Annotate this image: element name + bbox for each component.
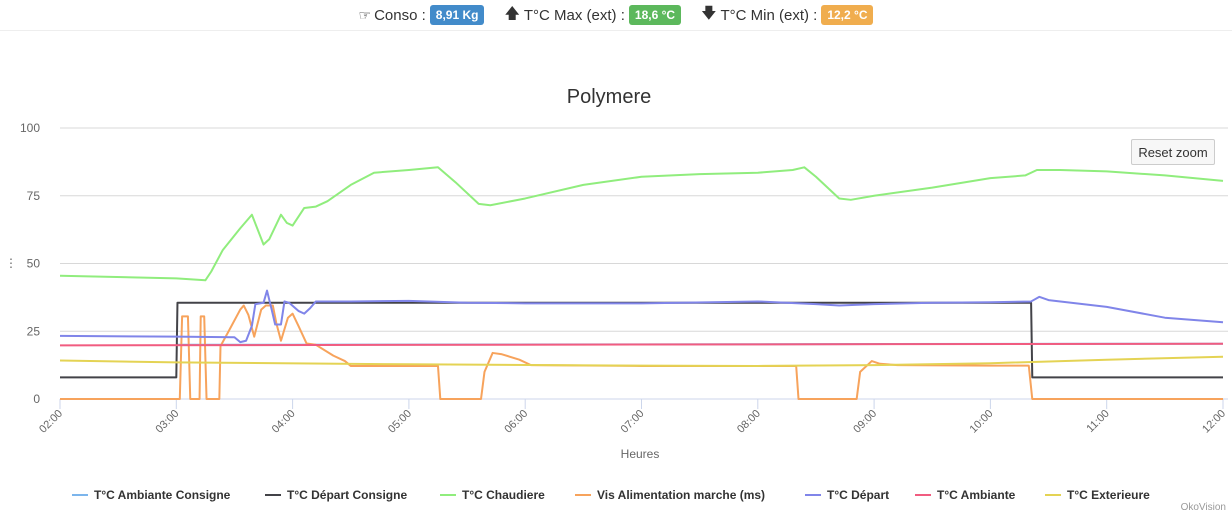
legend-item: T°C Chaudiere xyxy=(462,488,545,502)
conso-label: Conso : xyxy=(374,6,426,24)
series-line-t-c-d-part xyxy=(59,289,1224,344)
reset-zoom-button[interactable]: Reset zoom xyxy=(1131,139,1215,165)
series-line-t-c-ambiante xyxy=(59,342,1224,347)
min-stat: 🡇 T°C Min (ext) : 12,2 °C xyxy=(701,3,874,28)
x-tick-label: 07:00 xyxy=(619,408,647,436)
x-tick-label: 12:00 xyxy=(1200,408,1228,436)
y-tick-label: 0 xyxy=(33,392,40,406)
x-tick-label: 11:00 xyxy=(1084,408,1111,435)
arrow-up-icon: 🡅 xyxy=(504,4,520,22)
y-tick-label: 100 xyxy=(20,121,40,135)
conso-stat: ☞ Conso : 8,91 Kg xyxy=(359,5,485,25)
max-badge: 18,6 °C xyxy=(628,5,682,25)
y-tick-label: 50 xyxy=(27,257,41,271)
x-tick-label: 08:00 xyxy=(735,408,763,436)
x-tick-label: 04:00 xyxy=(270,408,298,436)
series-line-t-c-chaudiere xyxy=(59,166,1224,282)
max-stat: 🡅 T°C Max (ext) : 18,6 °C xyxy=(504,3,682,28)
series-line-vis-alimentation-marche-ms- xyxy=(60,304,1223,400)
legend-item: T°C Départ xyxy=(827,488,889,502)
stats-bar: ☞ Conso : 8,91 Kg 🡅 T°C Max (ext) : 18,6… xyxy=(0,0,1232,31)
credit-link[interactable]: OkoVision xyxy=(1180,502,1226,513)
arrow-down-icon: 🡇 xyxy=(701,4,717,22)
conso-badge: 8,91 Kg xyxy=(429,5,485,25)
chart-title: Polymere xyxy=(567,86,651,108)
x-tick-label: 02:00 xyxy=(37,408,65,436)
x-axis-title: Heures xyxy=(621,447,660,461)
legend-item: T°C Départ Consigne xyxy=(287,488,407,502)
legend-item: T°C Ambiante xyxy=(937,488,1016,502)
chart-menu-icon[interactable]: ⋮ xyxy=(5,256,17,270)
x-tick-label: 09:00 xyxy=(851,408,879,436)
min-badge: 12,2 °C xyxy=(821,5,874,25)
x-tick-label: 06:00 xyxy=(502,408,530,436)
legend-item: T°C Ambiante Consigne xyxy=(94,488,231,502)
legend-item: Vis Alimentation marche (ms) xyxy=(597,488,765,502)
max-label: T°C Max (ext) : xyxy=(523,6,625,24)
x-tick-label: 05:00 xyxy=(386,408,414,436)
min-label: T°C Min (ext) : xyxy=(720,6,818,24)
series-line-t-c-exterieure xyxy=(59,355,1224,367)
y-tick-label: 75 xyxy=(27,189,41,203)
hand-pointer-icon: ☞ xyxy=(358,6,372,23)
x-tick-label: 03:00 xyxy=(153,408,181,436)
x-tick-label: 10:00 xyxy=(968,408,996,436)
legend-item: T°C Exterieure xyxy=(1067,488,1150,502)
y-tick-label: 25 xyxy=(27,324,41,338)
